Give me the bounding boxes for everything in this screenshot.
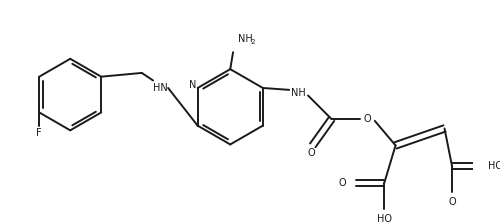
Text: NH: NH: [238, 34, 252, 44]
Text: O: O: [338, 178, 345, 188]
Text: O: O: [448, 197, 456, 207]
Text: O: O: [364, 114, 371, 124]
Text: HN: HN: [153, 83, 168, 93]
Text: F: F: [36, 128, 41, 138]
Text: O: O: [307, 148, 314, 158]
Text: NH: NH: [291, 88, 306, 98]
Text: 2: 2: [250, 39, 254, 45]
Text: N: N: [189, 80, 196, 90]
Text: HO: HO: [488, 161, 500, 171]
Text: HO: HO: [377, 214, 392, 224]
